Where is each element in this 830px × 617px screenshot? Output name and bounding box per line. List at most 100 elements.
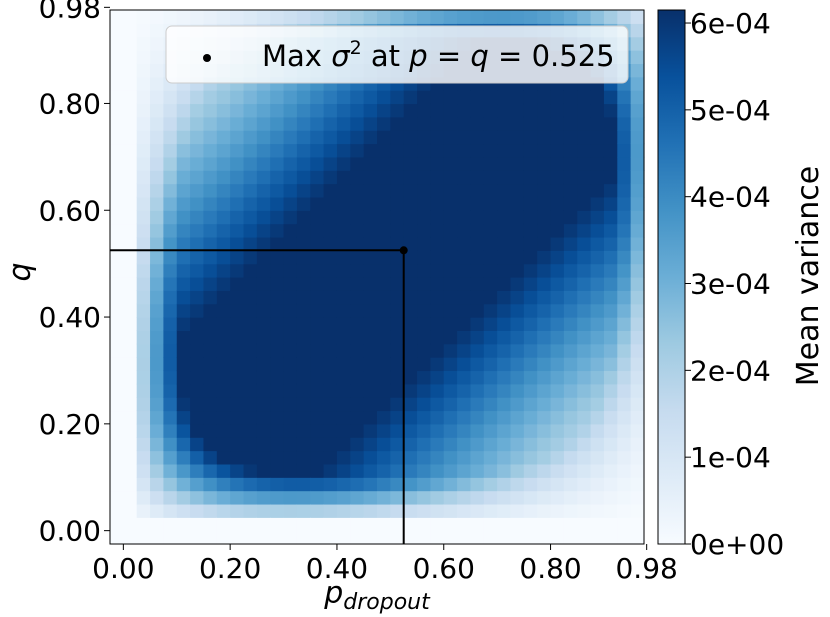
heatmap-cell [336, 210, 351, 225]
legend-sigma: σ [331, 39, 351, 73]
heatmap-cell [296, 397, 311, 412]
heatmap-cell [577, 277, 592, 291]
heatmap-cell [283, 183, 298, 198]
heatmap-cell [216, 410, 231, 425]
heatmap-cell [443, 236, 458, 251]
heatmap-cell [110, 210, 124, 225]
heatmap-cell [550, 423, 565, 438]
heatmap-cell [136, 437, 151, 452]
heatmap-cell [577, 223, 592, 238]
heatmap-cell [163, 156, 178, 171]
heatmap-cell [203, 490, 218, 505]
heatmap-cell [430, 343, 445, 358]
heatmap-cell [123, 277, 138, 291]
heatmap-cell [510, 370, 525, 385]
heatmap-cell [310, 437, 325, 452]
heatmap-cell [203, 170, 218, 185]
heatmap-cell [617, 236, 632, 251]
heatmap-cell [110, 303, 124, 318]
heatmap-cell [163, 170, 178, 185]
heatmap-cell [216, 303, 231, 318]
heatmap-cell [203, 503, 218, 518]
heatmap-cell [256, 156, 271, 171]
heatmap-cell [216, 477, 231, 492]
heatmap-cell [110, 330, 124, 345]
heatmap-cell [176, 450, 191, 465]
heatmap-cell [216, 183, 231, 198]
heatmap-cell [457, 290, 472, 305]
heatmap-cell [630, 477, 645, 492]
heatmap-cell [470, 357, 485, 372]
heatmap-cell [110, 463, 124, 478]
heatmap-cell [136, 130, 151, 145]
heatmap-cell [590, 463, 605, 478]
heatmap-cell [216, 423, 231, 438]
heatmap-cell [323, 290, 338, 305]
heatmap-cell [457, 490, 472, 505]
heatmap-cell [537, 463, 552, 478]
heatmap-cell [617, 170, 632, 185]
heatmap-cell [603, 277, 618, 291]
heatmap-cell [483, 463, 498, 478]
heatmap-cell [270, 317, 285, 331]
heatmap-cell [390, 263, 405, 278]
heatmap-cell [403, 277, 418, 291]
colorbar-gradient [657, 9, 686, 545]
heatmap-cell [243, 250, 258, 265]
heatmap-cell [617, 450, 632, 465]
heatmap-cell [110, 490, 124, 505]
legend-marker [203, 54, 211, 62]
heatmap-cell [550, 303, 565, 318]
heatmap-cell [550, 277, 565, 291]
heatmap-cell [243, 290, 258, 305]
heatmap-cell [363, 517, 378, 532]
heatmap-cell [243, 503, 258, 518]
heatmap-cell [483, 116, 498, 131]
heatmap-cell [443, 477, 458, 492]
heatmap-cell [110, 36, 124, 51]
heatmap-cell [550, 383, 565, 398]
heatmap-cell [163, 210, 178, 225]
y-tick-label: 0.98 [39, 0, 101, 24]
heatmap-cell [457, 357, 472, 372]
heatmap-cell [216, 263, 231, 278]
heatmap-cell [483, 530, 498, 545]
heatmap-cell [123, 236, 138, 251]
heatmap-cell [470, 383, 485, 398]
heatmap-cell [123, 23, 138, 38]
heatmap-cell [203, 236, 218, 251]
heatmap-cell [457, 103, 472, 118]
heatmap-cell [497, 236, 512, 251]
heatmap-cell [336, 410, 351, 425]
heatmap-cell [390, 223, 405, 238]
heatmap-cell [296, 317, 311, 331]
heatmap-cell [310, 410, 325, 425]
heatmap-cell [323, 236, 338, 251]
heatmap-cell [110, 90, 124, 105]
heatmap-cell [430, 236, 445, 251]
legend-value: 0.525 [532, 39, 615, 73]
heatmap-cell [577, 290, 592, 305]
heatmap-cell [417, 90, 431, 105]
heatmap-cell [563, 397, 578, 412]
heatmap-cell [296, 343, 311, 358]
heatmap-cell [550, 236, 565, 251]
heatmap-cell [256, 530, 271, 545]
heatmap-cell [630, 343, 645, 358]
heatmap-cell [523, 410, 538, 425]
heatmap-cell [523, 290, 538, 305]
heatmap-cell [150, 517, 164, 532]
heatmap-cell [537, 357, 552, 372]
heatmap-cell [283, 223, 298, 238]
heatmap-cell [203, 383, 218, 398]
heatmap-cell [510, 183, 525, 198]
heatmap-cell [216, 116, 231, 131]
heatmap-cell [136, 490, 151, 505]
heatmap-cell [497, 210, 512, 225]
heatmap-cell [403, 437, 418, 452]
heatmap-cell [243, 397, 258, 412]
heatmap-cell [176, 170, 191, 185]
colorbar-tick-label: 4e-04 [690, 181, 771, 214]
heatmap-cell [417, 317, 431, 331]
heatmap-cell [550, 503, 565, 518]
